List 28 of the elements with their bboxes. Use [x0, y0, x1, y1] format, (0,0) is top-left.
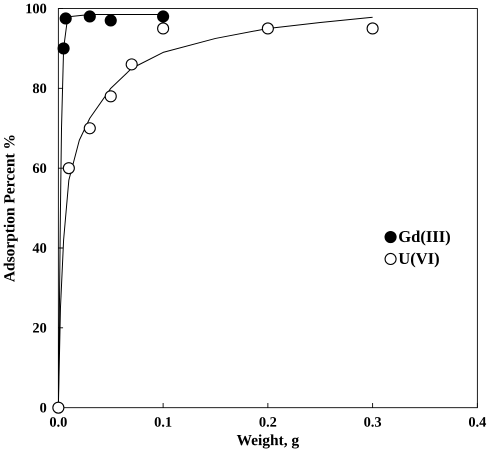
x-tick-label: 0.3 [364, 417, 382, 427]
x-tick-label: 0.4 [468, 417, 486, 427]
point [157, 10, 170, 22]
y-tick-label: 40 [32, 243, 46, 253]
point [126, 58, 138, 70]
legend-label: U(VI) [398, 252, 439, 268]
point [366, 22, 379, 34]
x-tick-label: 0.2 [259, 417, 276, 427]
point [62, 162, 75, 174]
x-tick-label: 0.1 [154, 417, 172, 427]
x-tick-label: 0.0 [50, 417, 67, 427]
point [52, 402, 64, 414]
point [104, 90, 117, 102]
point [157, 22, 170, 34]
point [262, 22, 274, 34]
y-tick-label: 80 [32, 83, 46, 94]
point [84, 122, 96, 134]
y-axis-title: Adsorption Percent % [4, 135, 18, 282]
point [60, 12, 72, 24]
point [58, 42, 70, 54]
x-axis-title: Weight, g [236, 434, 300, 448]
point [104, 14, 117, 26]
y-tick-label: 0 [40, 402, 46, 412]
point [84, 10, 96, 22]
y-tick-label: 20 [33, 322, 46, 333]
y-tick-label: 60 [32, 163, 46, 173]
y-tick-label: 100 [26, 4, 46, 14]
legend-label: Gd(III) [399, 230, 450, 246]
